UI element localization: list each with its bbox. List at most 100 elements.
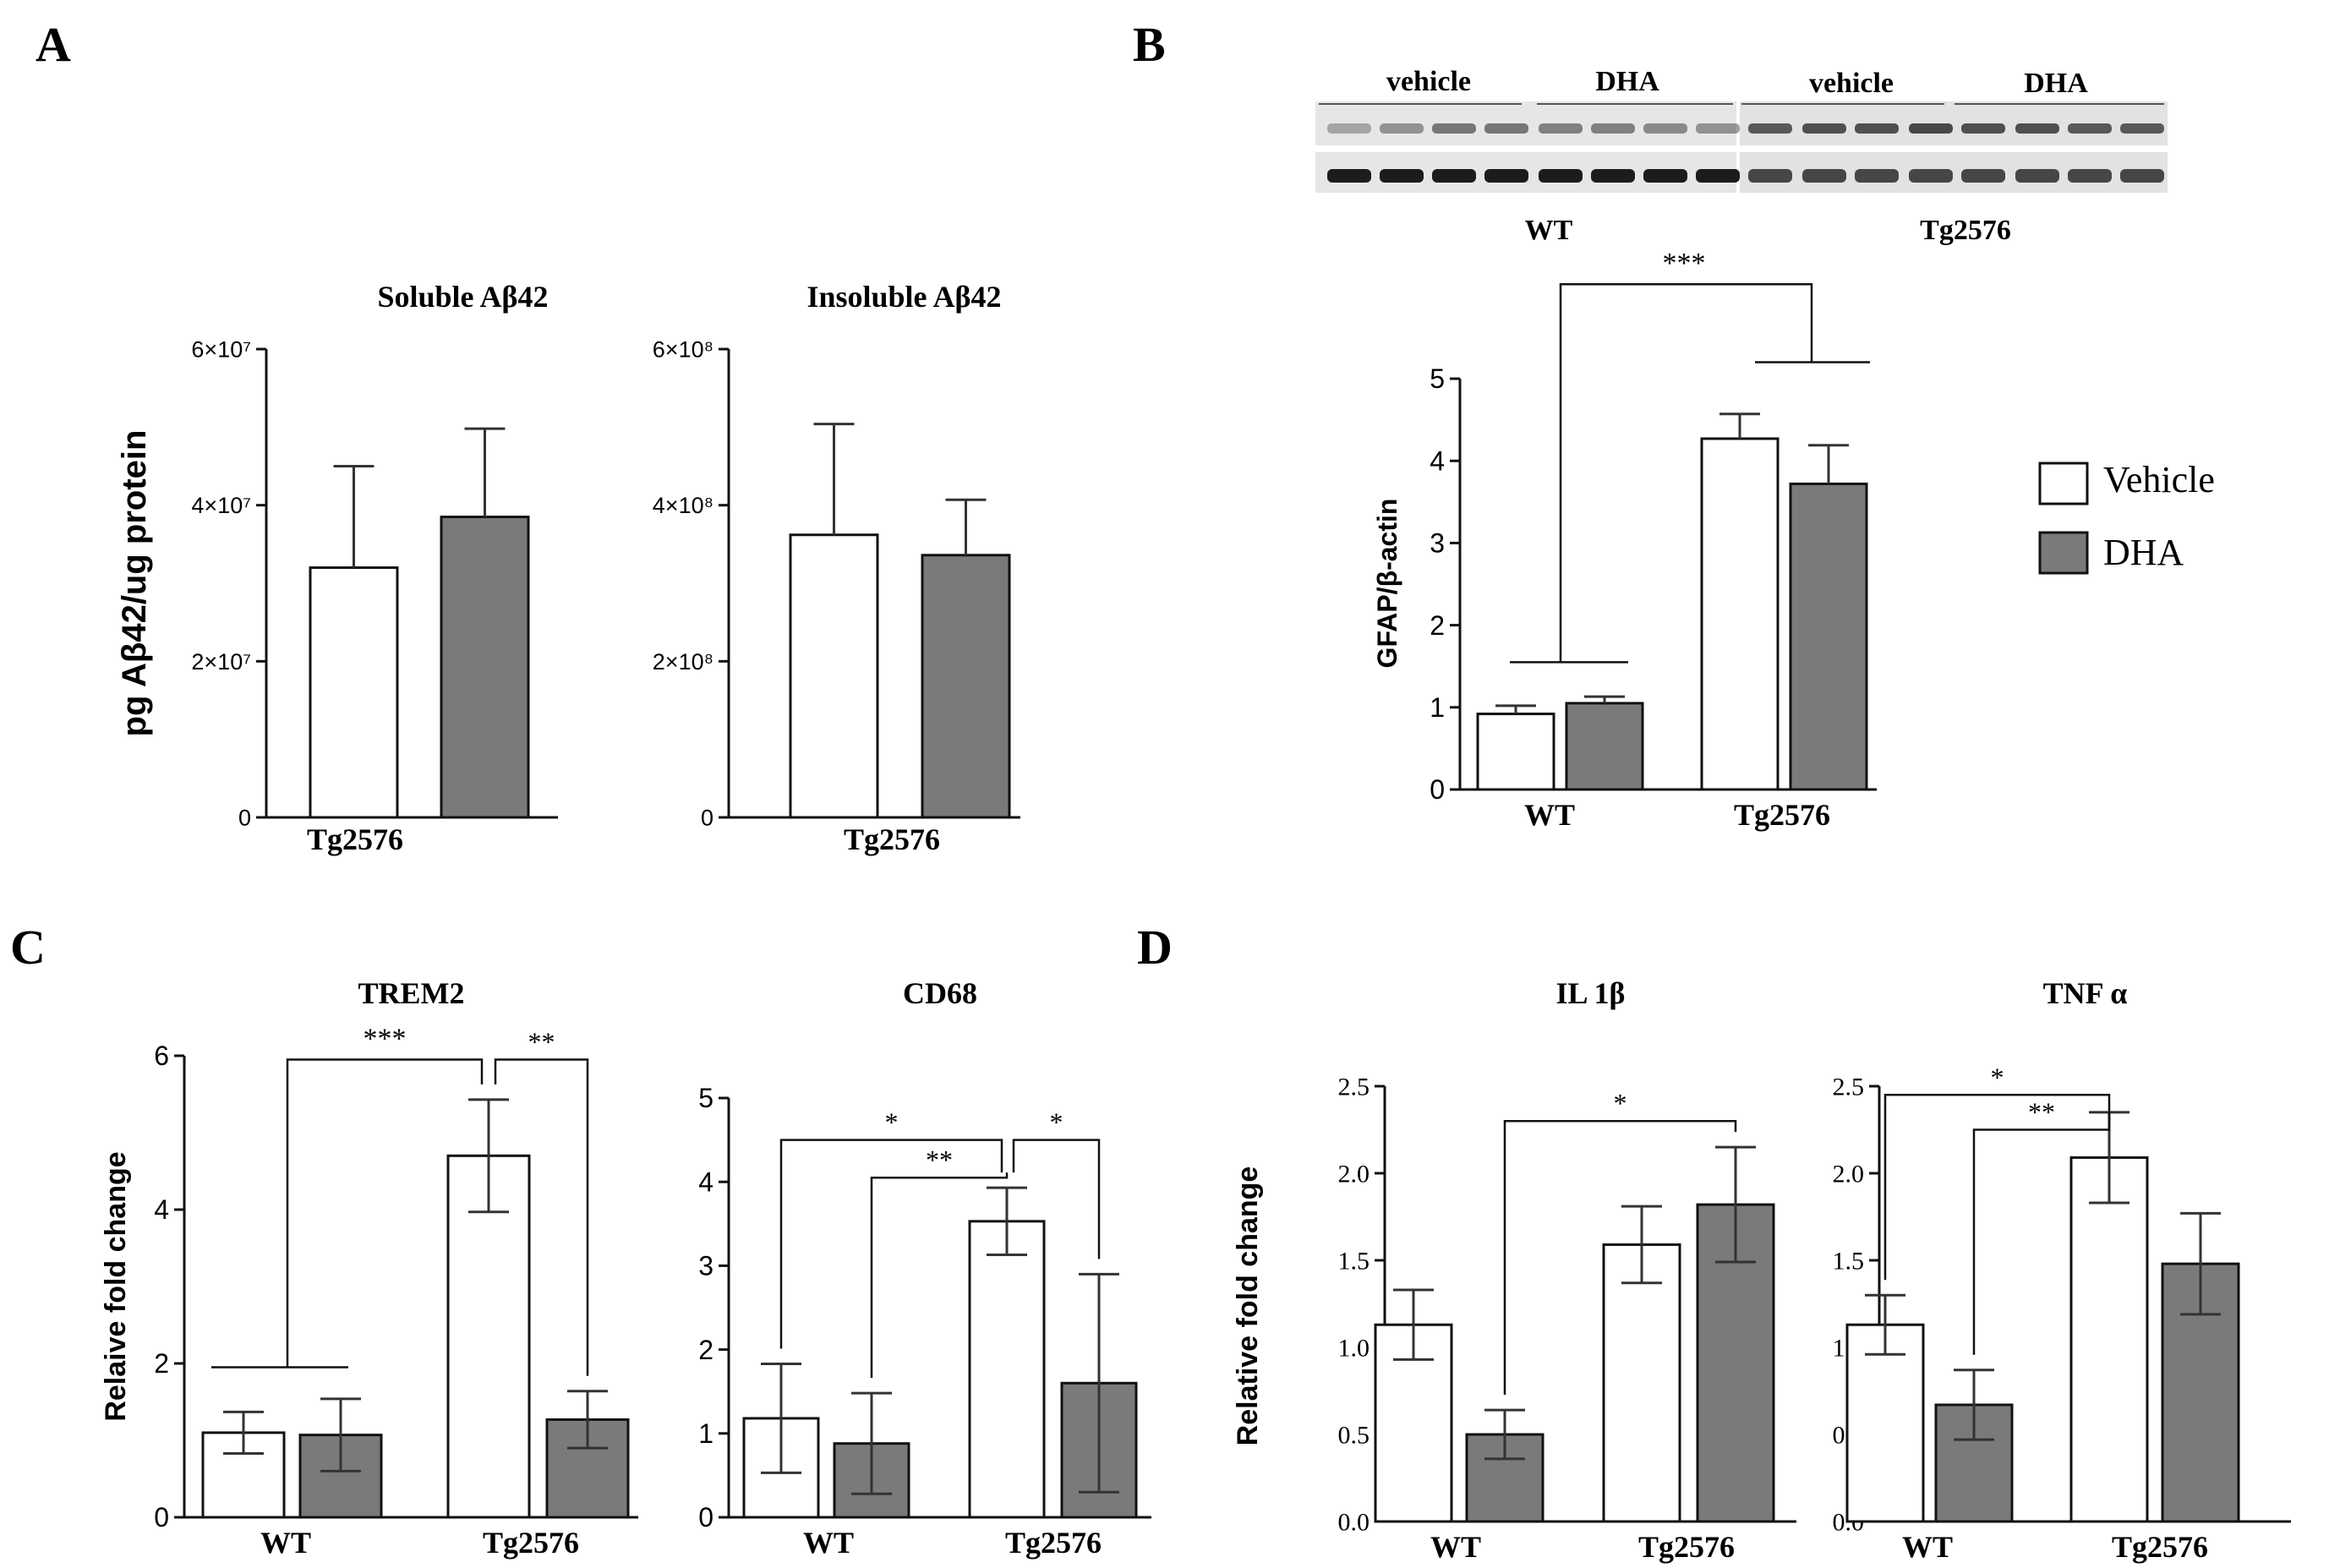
bar-vehicle xyxy=(2069,1156,2149,1523)
y-tick-label: 2.5 xyxy=(1338,1074,1370,1101)
western-blot: vehicle DHA vehicle DHA WT Tg2576 xyxy=(1315,66,2168,246)
gfap-band xyxy=(1432,123,1476,134)
gfap-band xyxy=(1961,123,2005,134)
legend-label-dha: DHA xyxy=(2103,532,2184,573)
chart-soluble: Soluble Aβ42 pg Aβ42/ug protein 0 2×10⁷ 4×10… xyxy=(116,280,558,856)
sig-label: * xyxy=(1050,1107,1063,1138)
y-axis-label: GFAP/β-actin xyxy=(1372,499,1402,669)
y-tick-label: 2 xyxy=(1430,610,1445,641)
gfap-band xyxy=(2015,123,2059,134)
actin-band xyxy=(1802,169,1846,183)
y-tick-label: 0 xyxy=(154,1502,169,1532)
actin-band xyxy=(2120,169,2164,183)
y-tick-label: 4 xyxy=(154,1194,169,1225)
legend-swatch-vehicle xyxy=(2038,462,2089,505)
panel-label-b: B xyxy=(1133,17,1166,72)
y-tick-label: 0 xyxy=(698,1502,713,1532)
actin-band xyxy=(1432,169,1476,183)
bar-dha xyxy=(440,516,530,819)
y-axis-label: Relaive fold change xyxy=(100,1151,132,1421)
x-category-label: WT xyxy=(803,1526,854,1560)
actin-band xyxy=(2068,169,2112,183)
y-tick-label: 3 xyxy=(698,1251,713,1281)
gfap-band xyxy=(1484,123,1528,134)
y-tick-label: 1 xyxy=(698,1418,713,1449)
sig-bracket xyxy=(1883,1094,2111,1281)
bar-vehicle xyxy=(1476,713,1555,791)
actin-band xyxy=(1380,169,1424,183)
actin-band xyxy=(1327,169,1371,183)
y-tick-label: 0.0 xyxy=(1338,1509,1370,1537)
panel-label-c: C xyxy=(10,920,46,975)
gfap-band xyxy=(1380,123,1424,134)
x-category-label: WT xyxy=(260,1526,311,1560)
x-category-label: WT xyxy=(1524,798,1575,832)
actin-band xyxy=(1961,169,2005,183)
chart-title: TNF α xyxy=(2043,976,2128,1010)
actin-band xyxy=(1909,169,1953,183)
blot-genotype-label: Tg2576 xyxy=(1920,215,2011,246)
y-tick-label: 6×10⁷ xyxy=(191,336,251,362)
gfap-band xyxy=(2120,123,2164,134)
sig-label: *** xyxy=(364,1024,407,1055)
bar-vehicle xyxy=(1845,1323,1925,1523)
actin-band xyxy=(1643,169,1687,183)
y-tick-label: 5 xyxy=(1430,363,1445,394)
blot-divider xyxy=(1315,145,2168,152)
y-tick-label: 4×10⁸ xyxy=(653,493,713,518)
chart-title: TREM2 xyxy=(358,976,465,1010)
gfap-band xyxy=(1909,123,1953,134)
panel-label-d: D xyxy=(1137,920,1173,975)
x-axis-label: Tg2576 xyxy=(844,822,940,856)
sig-bracket xyxy=(1559,282,1813,663)
chart-il1b: IL 1β Relative fold change 0.0 0.5 1.0 1.5 2.0… xyxy=(1232,976,1796,1564)
actin-band xyxy=(2015,169,2059,183)
sig-label: * xyxy=(1991,1062,2004,1092)
y-tick-label: 2.0 xyxy=(1833,1161,1865,1188)
sig-label: * xyxy=(885,1107,899,1138)
x-category-label: Tg2576 xyxy=(1638,1530,1735,1564)
legend: Vehicle DHA xyxy=(2038,459,2215,575)
sig-label: * xyxy=(1614,1088,1627,1118)
legend-swatch-dha xyxy=(2038,531,2089,575)
bar-vehicle xyxy=(968,1220,1046,1519)
blot-genotype-label: WT xyxy=(1525,215,1573,246)
chart-title: IL 1β xyxy=(1555,976,1625,1010)
sig-label: ** xyxy=(2028,1097,2055,1128)
x-category-label: WT xyxy=(1430,1530,1481,1564)
actin-band xyxy=(1696,169,1740,183)
y-tick-label: 4 xyxy=(1430,445,1445,476)
gfap-band xyxy=(1643,123,1687,134)
y-tick-label: 0.5 xyxy=(1338,1422,1370,1450)
sig-bracket xyxy=(286,1058,484,1368)
blot-group-label: DHA xyxy=(1595,66,1659,97)
chart-title: Insoluble Aβ42 xyxy=(806,280,1001,314)
y-tick-label: 2 xyxy=(154,1348,169,1379)
sig-bracket xyxy=(494,1058,589,1376)
sig-bracket xyxy=(1012,1139,1101,1259)
y-tick-label: 4×10⁷ xyxy=(191,493,251,518)
y-tick-label: 2.5 xyxy=(1833,1074,1865,1101)
chart-insoluble: Insoluble Aβ42 0 2×10⁸ 4×10⁸ 6×10⁸ Tg2576 xyxy=(653,280,1020,856)
y-tick-label: 1.5 xyxy=(1338,1248,1370,1276)
gfap-band xyxy=(1855,123,1899,134)
y-tick-label: 1.5 xyxy=(1833,1248,1865,1276)
chart-gfap: GFAP/β-actin 0 1 2 3 4 5 WT Tg2576 *** xyxy=(1372,248,1877,832)
y-tick-label: 1.0 xyxy=(1338,1335,1370,1363)
gfap-band xyxy=(1327,123,1371,134)
y-tick-label: 2×10⁸ xyxy=(653,649,713,675)
chart-title: Soluble Aβ42 xyxy=(377,280,548,314)
actin-band xyxy=(1855,169,1899,183)
bar-vehicle xyxy=(309,566,399,819)
x-category-label: Tg2576 xyxy=(2112,1530,2208,1564)
y-tick-label: 5 xyxy=(698,1083,713,1113)
x-axis-label: Tg2576 xyxy=(307,822,403,856)
actin-band xyxy=(1484,169,1528,183)
y-tick-label: 3 xyxy=(1430,528,1445,559)
gfap-band xyxy=(1591,123,1635,134)
sig-bracket xyxy=(1972,1096,2111,1355)
blot-group-label: vehicle xyxy=(1809,68,1894,99)
y-tick-label: 4 xyxy=(698,1166,713,1197)
blot-group-label: DHA xyxy=(2024,68,2088,99)
